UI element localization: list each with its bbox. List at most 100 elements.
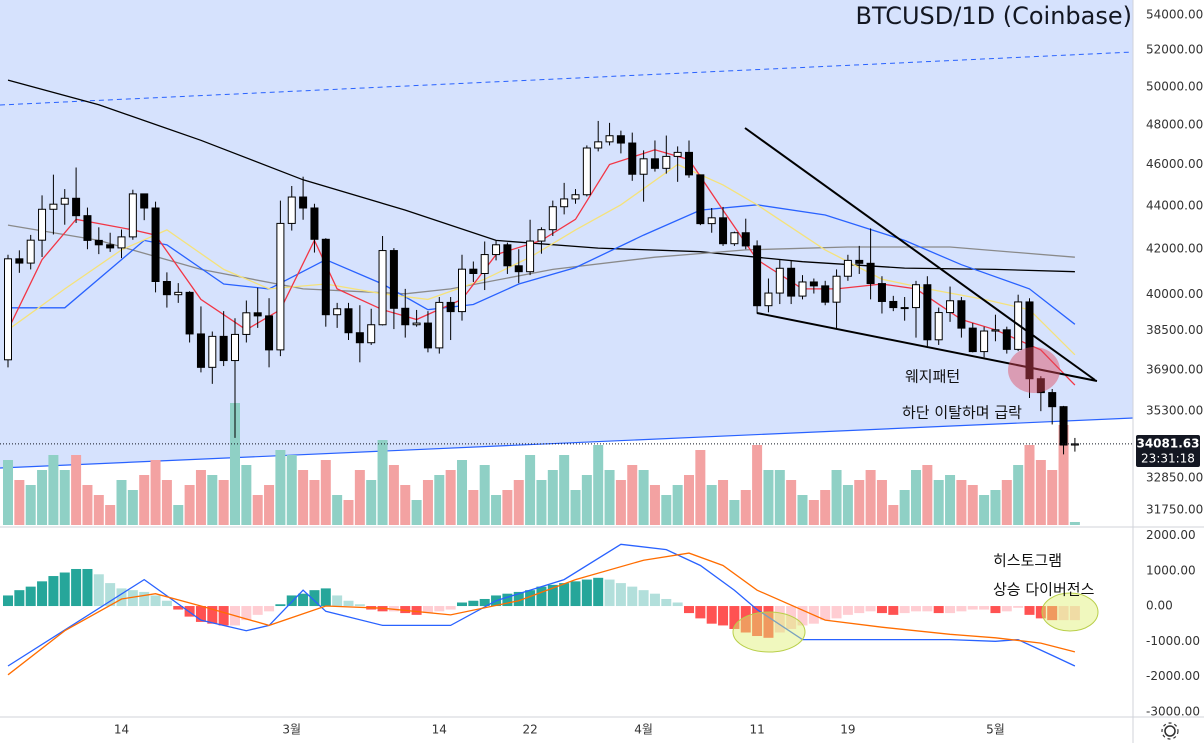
volume-bar xyxy=(320,460,331,525)
y-tick-label: 31750.00 xyxy=(1146,502,1203,516)
annotation: 웨지패턴 xyxy=(905,368,960,386)
histogram-bar xyxy=(559,583,570,607)
y-tick-label: 36900.00 xyxy=(1146,362,1203,376)
volume-bar xyxy=(3,460,13,525)
histogram-bar xyxy=(570,581,581,607)
y-tick-label: 44000.00 xyxy=(1146,198,1203,212)
volume-bar xyxy=(876,480,887,525)
candle-body xyxy=(526,240,535,273)
candle-body xyxy=(946,300,955,314)
divergence-highlight xyxy=(1041,592,1099,632)
x-tick-label: 5월 xyxy=(986,723,1005,737)
histogram-bar xyxy=(967,606,978,610)
volume-bar xyxy=(604,470,615,525)
histogram-bar xyxy=(93,574,104,607)
candle-body xyxy=(809,281,818,287)
candle-body xyxy=(401,307,410,326)
annotation: 상승 다이버전스 xyxy=(993,581,1095,599)
volume-bar xyxy=(309,480,320,525)
volume-bar xyxy=(536,480,547,525)
volume-bar xyxy=(286,455,297,525)
histogram-bar xyxy=(1024,606,1035,615)
histogram-bar xyxy=(922,606,933,612)
histogram-bar xyxy=(888,606,899,615)
histogram-bar xyxy=(649,593,660,607)
volume-bar xyxy=(672,485,683,525)
histogram-bar xyxy=(786,606,797,629)
candle-body xyxy=(673,151,682,157)
histogram-bar xyxy=(729,606,740,629)
candle-body xyxy=(94,239,103,246)
volume-bar xyxy=(945,475,956,525)
histogram-bar xyxy=(911,606,921,612)
price-label-box xyxy=(1136,435,1200,467)
histogram-bar xyxy=(71,568,82,607)
volume-bar xyxy=(1024,445,1035,525)
candle-body xyxy=(685,151,693,176)
volume-bar xyxy=(854,480,865,525)
histogram-bar xyxy=(547,584,558,607)
candle-body xyxy=(877,283,886,302)
histogram-bar xyxy=(3,595,13,607)
candle-body xyxy=(140,193,149,209)
volume-bar xyxy=(105,505,116,525)
candle-body xyxy=(764,292,773,307)
volume-bar xyxy=(865,470,876,525)
histogram-bar xyxy=(740,606,751,633)
histogram-bar xyxy=(309,590,320,607)
y-tick-label: 35300.00 xyxy=(1146,404,1203,418)
candle-body xyxy=(957,300,966,329)
volume-bar xyxy=(547,470,558,525)
indicator-line xyxy=(7,543,1076,667)
candle-body xyxy=(378,250,387,326)
candle-body xyxy=(492,244,501,256)
candle-body xyxy=(185,291,194,335)
volume-bar xyxy=(116,480,127,525)
wedge-upper-line xyxy=(744,127,1096,381)
volume-bar xyxy=(774,470,785,525)
candle-body xyxy=(821,285,830,303)
histogram-bar xyxy=(831,606,842,619)
y-tick-label: 54000.00 xyxy=(1146,8,1203,22)
candle-body xyxy=(923,284,932,341)
histogram-bar xyxy=(513,591,524,607)
candle-body xyxy=(469,268,478,274)
histogram-bar xyxy=(1058,606,1069,621)
candle-body xyxy=(458,268,466,313)
volume-bar xyxy=(411,500,422,525)
candle-body xyxy=(662,155,671,169)
volume-bar xyxy=(763,470,774,525)
histogram-bar xyxy=(763,606,774,638)
histogram-bar xyxy=(876,606,887,614)
x-tick-label: 14 xyxy=(432,723,447,737)
volume-bar xyxy=(718,480,729,525)
histogram-bar xyxy=(990,606,1001,614)
volume-bar xyxy=(184,485,195,525)
candle-body xyxy=(162,281,171,296)
volume-bar xyxy=(1013,465,1024,525)
candle-body xyxy=(696,174,705,225)
volume-bar xyxy=(593,445,604,525)
histogram-bar xyxy=(979,606,990,610)
volume-bar xyxy=(150,460,161,525)
candle-body xyxy=(1036,378,1045,394)
histogram-bar xyxy=(207,606,218,624)
volume-bar xyxy=(161,480,172,525)
histogram-bar xyxy=(343,600,354,607)
volume-bar xyxy=(684,475,694,525)
settings-button[interactable] xyxy=(1161,722,1179,740)
volume-bar xyxy=(445,470,456,525)
y-tick-label: 48000.00 xyxy=(1146,117,1203,131)
histogram-bar xyxy=(468,600,479,607)
candle-body xyxy=(106,244,115,249)
y-tick-label: 40000.00 xyxy=(1146,287,1203,301)
volume-bar xyxy=(695,450,706,525)
candle-body xyxy=(344,308,353,334)
volume-bar xyxy=(264,485,275,525)
histogram-bar xyxy=(865,606,876,612)
volume-bar xyxy=(956,480,967,525)
volume-bar xyxy=(71,455,82,525)
x-tick-label: 19 xyxy=(840,723,855,737)
volume-bar xyxy=(911,470,921,525)
